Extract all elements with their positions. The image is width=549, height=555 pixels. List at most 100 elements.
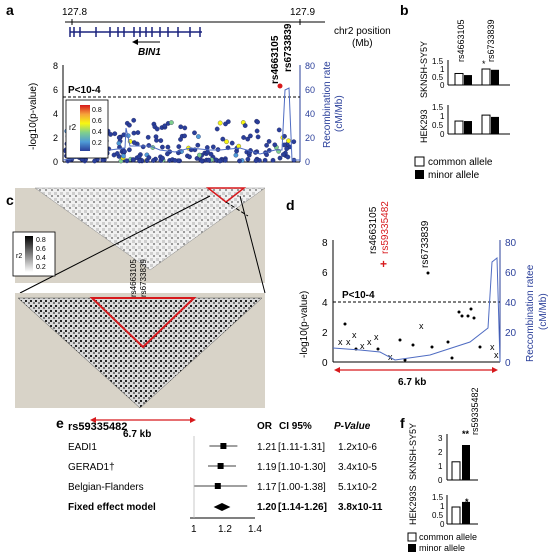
- manhattan-point: [160, 155, 165, 161]
- d-recombination-line: [332, 256, 501, 363]
- manhattan-point: [206, 157, 212, 163]
- manhattan-point: [92, 158, 97, 164]
- d-y-label: -log10(p-value): [299, 291, 310, 358]
- panel-b-snp2: rs6733839: [486, 19, 496, 62]
- manhattan-point: [169, 120, 174, 125]
- r2-tick: 0.8: [92, 107, 102, 114]
- svg-text:x: x: [367, 337, 372, 347]
- recombination-line: [62, 87, 300, 161]
- f1-star: **: [462, 429, 470, 439]
- panel-d-letter: d: [286, 197, 295, 213]
- b1-rs6733839-minor-bar: [491, 69, 499, 85]
- manhattan-point: [255, 119, 260, 125]
- manhattan-point: [116, 140, 122, 146]
- f2-y-tick: 0: [440, 520, 445, 529]
- y-tick: 4: [53, 109, 58, 119]
- e-row-name: GERAD1†: [68, 462, 115, 473]
- manhattan-point: [214, 126, 220, 132]
- manhattan-point: [242, 123, 248, 128]
- e-x-tick: 1: [191, 524, 197, 535]
- manhattan-point: [233, 152, 239, 158]
- c-legend-gradient: [25, 236, 33, 272]
- e-col-ci: CI 95%: [279, 421, 312, 432]
- bars-hek: [454, 114, 499, 135]
- pos-right-label: 127.9: [290, 7, 315, 18]
- e-row-or: 1.17: [257, 482, 277, 493]
- manhattan-point: [270, 157, 276, 163]
- manhattan-point: [158, 138, 164, 143]
- manhattan-point: [217, 120, 223, 126]
- panel-b-snp1: rs4663105: [456, 19, 466, 62]
- b1-y-tick: 0: [440, 81, 445, 90]
- e-row-p: 3.8x10-11: [338, 502, 383, 513]
- b2-rs6733839-common-bar: [481, 114, 491, 135]
- manhattan-point: [276, 127, 282, 133]
- y-right-tick: 40: [305, 109, 315, 119]
- manhattan-point: [153, 134, 159, 140]
- panel-d: d rs4663105 rs59335482 rs6733839 0 2 4 6…: [286, 197, 549, 388]
- panel-f: f rs59335482 SKNSH-SY5Y HEK293S 3 2 1 0 …: [400, 387, 480, 553]
- f2-y-tick: 0.5: [432, 511, 444, 520]
- threshold-label: P<10-4: [68, 85, 101, 96]
- c-legend-tick: 0.4: [36, 255, 46, 262]
- b1-star: *: [482, 59, 486, 69]
- manhattan-point: [266, 139, 272, 144]
- pos-axis-label: chr2 position: [334, 26, 391, 37]
- svg-text:x: x: [352, 330, 357, 340]
- d-y-right-tick: 0: [505, 358, 511, 369]
- forest-plot: [194, 443, 248, 511]
- legend-minor-label: minor allele: [428, 170, 480, 181]
- manhattan-point: [285, 154, 291, 160]
- manhattan-point: [262, 157, 268, 163]
- manhattan-point: [146, 155, 152, 160]
- f-cell1: SKNSH-SY5Y: [408, 423, 418, 480]
- manhattan-point: [131, 140, 137, 145]
- forest-point: [214, 483, 221, 489]
- manhattan-point: [254, 128, 260, 134]
- manhattan-point: [277, 155, 283, 161]
- manhattan-point: [182, 125, 188, 131]
- manhattan-point: [229, 140, 235, 146]
- b2-y-tick: 1: [440, 112, 445, 121]
- pos-axis-unit: (Mb): [352, 38, 373, 49]
- f-snp: rs59335482: [470, 387, 480, 435]
- c-legend-title: r2: [16, 253, 22, 260]
- c-legend-tick: 0.6: [36, 246, 46, 253]
- b1-rs4663105-minor-bar: [464, 75, 472, 85]
- manhattan-point: [286, 138, 291, 144]
- f2-common-bar: [451, 506, 461, 525]
- c-legend-tick: 0.8: [36, 237, 46, 244]
- svg-text:x: x: [346, 337, 351, 347]
- d-y-right-tick: 60: [505, 268, 517, 279]
- d-threshold-label: P<10-4: [342, 290, 375, 301]
- f-cell2: HEK293S: [408, 485, 418, 525]
- manhattan-point: [280, 152, 286, 157]
- f1-minor-bar: [462, 445, 470, 480]
- manhattan-point: [135, 130, 141, 135]
- e-row-name: EADI1: [68, 442, 97, 453]
- manhattan-point: [162, 123, 168, 129]
- manhattan-point: [111, 152, 117, 158]
- manhattan-point: [192, 130, 197, 136]
- manhattan-point: [205, 149, 210, 155]
- e-row-name: Fixed effect model: [68, 502, 156, 513]
- e-row-p: 1.2x10-6: [338, 442, 377, 453]
- f1-y-tick: 3: [438, 434, 443, 443]
- y-right-tick: 20: [305, 133, 315, 143]
- manhattan-point: [241, 135, 246, 140]
- d-y-tick: 2: [322, 328, 328, 339]
- e-row-ci: [1.11-1.31]: [278, 442, 325, 453]
- e-x-tick: 1.2: [218, 524, 232, 535]
- manhattan-point: [210, 144, 216, 150]
- legend-common-swatch: [414, 156, 425, 167]
- b1-y-tick: 1: [440, 65, 445, 74]
- e-col-p: P-Value: [334, 421, 371, 432]
- r2-legend-title: r2: [69, 123, 77, 132]
- manhattan-point: [182, 133, 187, 139]
- exon-marks: [69, 27, 201, 37]
- f-bars-hek: [451, 501, 470, 525]
- panel-a-letter: a: [6, 2, 14, 18]
- manhattan-y-right-unit: (cM/Mb): [334, 95, 345, 132]
- svg-text:x: x: [490, 342, 495, 352]
- e-row-name: Belgian-Flanders: [68, 482, 144, 493]
